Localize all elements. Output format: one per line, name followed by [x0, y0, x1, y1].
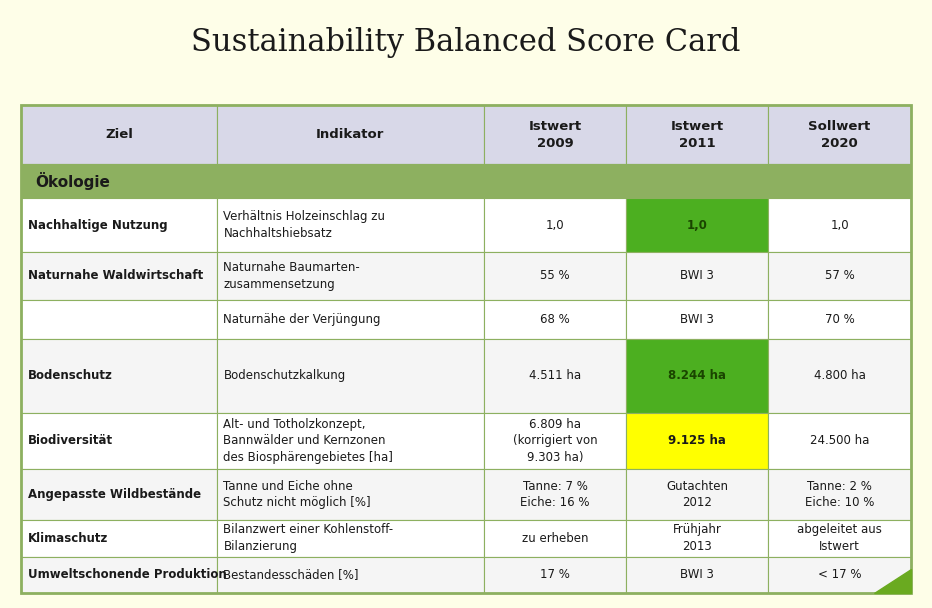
Bar: [21, 339, 217, 413]
Bar: [217, 105, 484, 164]
Text: Ziel: Ziel: [105, 128, 133, 141]
Bar: [768, 105, 911, 164]
Bar: [768, 339, 911, 413]
Text: < 17 %: < 17 %: [817, 568, 861, 581]
Bar: [217, 300, 484, 339]
Bar: [484, 252, 626, 300]
Bar: [21, 520, 217, 556]
Text: Sollwert
2020: Sollwert 2020: [808, 120, 870, 150]
Text: BWI 3: BWI 3: [680, 313, 714, 326]
Bar: [768, 556, 911, 593]
Text: Biodiversität: Biodiversität: [28, 434, 113, 447]
Bar: [217, 198, 484, 252]
Bar: [217, 339, 484, 413]
Text: Tanne und Eiche ohne
Schutz nicht möglich [%]: Tanne und Eiche ohne Schutz nicht möglic…: [224, 480, 371, 509]
Bar: [484, 520, 626, 556]
Text: 24.500 ha: 24.500 ha: [810, 434, 870, 447]
Text: Bodenschutzkalkung: Bodenschutzkalkung: [224, 370, 346, 382]
Text: 57 %: 57 %: [825, 269, 855, 282]
Bar: [626, 413, 768, 469]
Text: Frühjahr
2013: Frühjahr 2013: [673, 523, 721, 553]
Bar: [484, 198, 626, 252]
Bar: [484, 105, 626, 164]
Text: Umweltschonende Produktion: Umweltschonende Produktion: [28, 568, 226, 581]
Text: 6.809 ha
(korrigiert von
9.303 ha): 6.809 ha (korrigiert von 9.303 ha): [513, 418, 597, 464]
Bar: [626, 556, 768, 593]
Text: Istwert
2011: Istwert 2011: [671, 120, 724, 150]
Bar: [484, 300, 626, 339]
Bar: [626, 198, 768, 252]
Text: Klimaschutz: Klimaschutz: [28, 531, 108, 545]
Text: BWI 3: BWI 3: [680, 269, 714, 282]
Text: 9.125 ha: 9.125 ha: [668, 434, 726, 447]
Text: 8.244 ha: 8.244 ha: [668, 370, 726, 382]
Polygon shape: [873, 569, 911, 593]
Bar: [484, 413, 626, 469]
Text: Angepasste Wildbestände: Angepasste Wildbestände: [28, 488, 201, 501]
Text: 1,0: 1,0: [545, 218, 564, 232]
Bar: [768, 469, 911, 520]
Bar: [626, 339, 768, 413]
Bar: [217, 413, 484, 469]
Text: Bilanzwert einer Kohlenstoff-
Bilanzierung: Bilanzwert einer Kohlenstoff- Bilanzieru…: [224, 523, 393, 553]
Text: BWI 3: BWI 3: [680, 568, 714, 581]
Text: Indikator: Indikator: [316, 128, 385, 141]
Text: Naturnähe der Verjüngung: Naturnähe der Verjüngung: [224, 313, 381, 326]
Bar: [21, 164, 911, 198]
Text: 70 %: 70 %: [825, 313, 855, 326]
Bar: [217, 469, 484, 520]
Text: 68 %: 68 %: [540, 313, 569, 326]
Bar: [21, 198, 217, 252]
Text: 17 %: 17 %: [540, 568, 569, 581]
Text: Sustainability Balanced Score Card: Sustainability Balanced Score Card: [191, 27, 741, 58]
Bar: [21, 105, 217, 164]
Bar: [21, 556, 217, 593]
Bar: [626, 105, 768, 164]
Bar: [626, 520, 768, 556]
Bar: [768, 300, 911, 339]
Bar: [768, 520, 911, 556]
Text: 4.800 ha: 4.800 ha: [814, 370, 866, 382]
Bar: [21, 300, 217, 339]
Bar: [626, 252, 768, 300]
Text: Bodenschutz: Bodenschutz: [28, 370, 113, 382]
Bar: [626, 300, 768, 339]
Bar: [484, 339, 626, 413]
Bar: [768, 252, 911, 300]
Bar: [21, 105, 911, 593]
Bar: [484, 556, 626, 593]
Text: Tanne: 2 %
Eiche: 10 %: Tanne: 2 % Eiche: 10 %: [805, 480, 874, 509]
Text: zu erheben: zu erheben: [522, 531, 588, 545]
Text: Tanne: 7 %
Eiche: 16 %: Tanne: 7 % Eiche: 16 %: [520, 480, 590, 509]
Text: abgeleitet aus
Istwert: abgeleitet aus Istwert: [797, 523, 882, 553]
Bar: [21, 413, 217, 469]
Text: Naturnahe Waldwirtschaft: Naturnahe Waldwirtschaft: [28, 269, 203, 282]
Text: Naturnahe Baumarten-
zusammensetzung: Naturnahe Baumarten- zusammensetzung: [224, 261, 360, 291]
Text: 55 %: 55 %: [541, 269, 569, 282]
Text: Gutachten
2012: Gutachten 2012: [666, 480, 728, 509]
Bar: [217, 556, 484, 593]
Bar: [768, 413, 911, 469]
Text: 1,0: 1,0: [687, 218, 707, 232]
Text: Bestandesschäden [%]: Bestandesschäden [%]: [224, 568, 359, 581]
Text: Nachhaltige Nutzung: Nachhaltige Nutzung: [28, 218, 168, 232]
Bar: [217, 520, 484, 556]
Text: 4.511 ha: 4.511 ha: [528, 370, 581, 382]
Bar: [484, 469, 626, 520]
Bar: [21, 252, 217, 300]
Bar: [217, 252, 484, 300]
Text: Istwert
2009: Istwert 2009: [528, 120, 582, 150]
Bar: [21, 469, 217, 520]
Text: Ökologie: Ökologie: [35, 172, 110, 190]
Bar: [768, 198, 911, 252]
Text: 1,0: 1,0: [830, 218, 849, 232]
Bar: [626, 469, 768, 520]
Text: Alt- und Totholzkonzept,
Bannwälder und Kernzonen
des Biosphärengebietes [ha]: Alt- und Totholzkonzept, Bannwälder und …: [224, 418, 393, 464]
Text: Verhältnis Holzeinschlag zu
Nachhaltshiebsatz: Verhältnis Holzeinschlag zu Nachhaltshie…: [224, 210, 386, 240]
